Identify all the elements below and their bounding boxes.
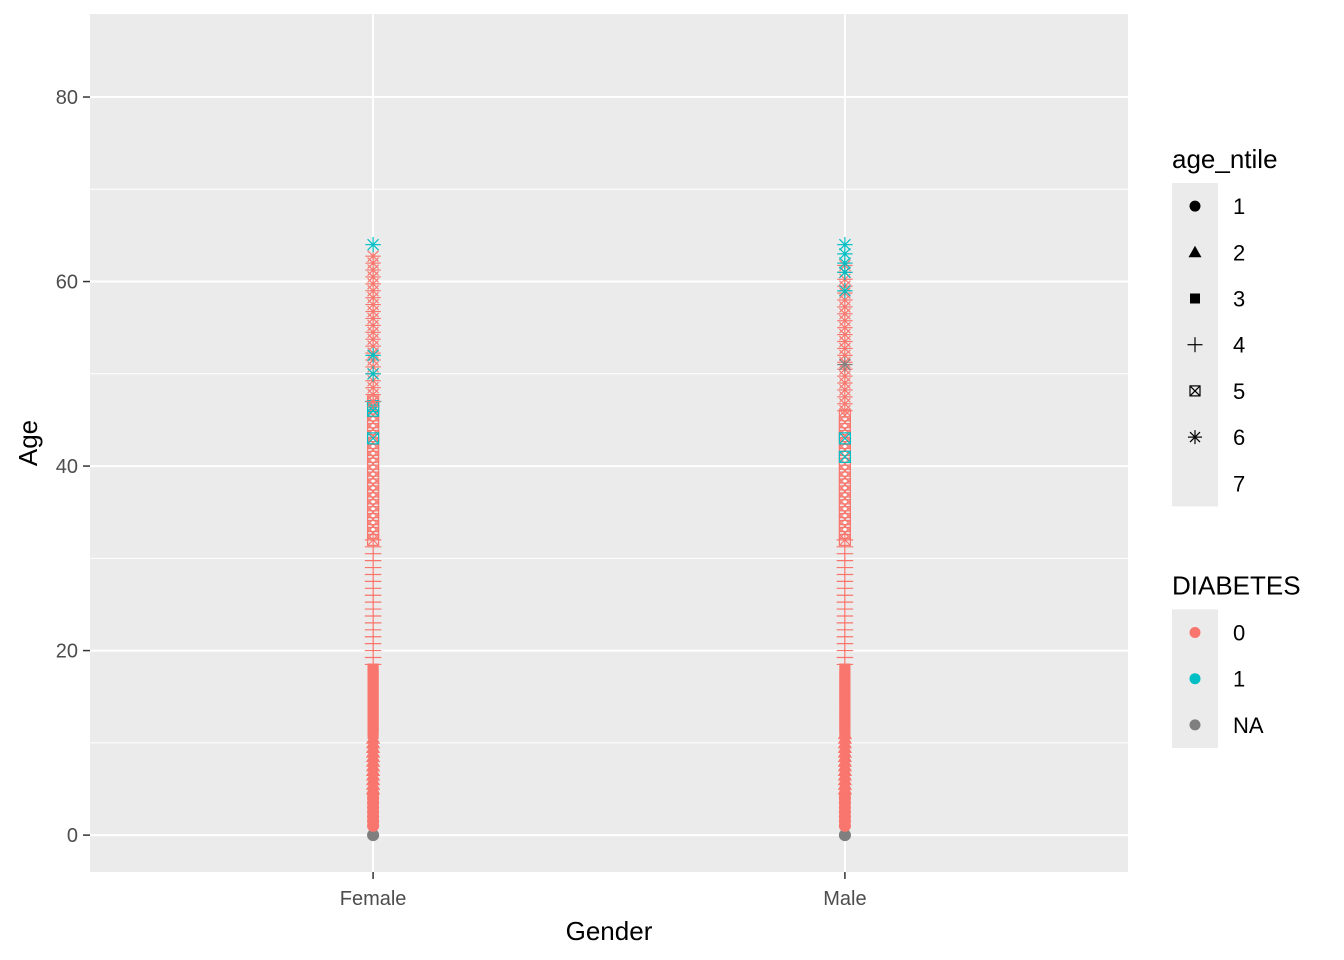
legend-label: 4 xyxy=(1233,333,1245,358)
minor-gridlines xyxy=(90,188,1128,744)
data-point xyxy=(365,366,381,382)
legend-label: 2 xyxy=(1233,240,1245,265)
legend-label: 1 xyxy=(1233,667,1245,692)
data-point xyxy=(837,356,853,373)
legend-key xyxy=(1189,200,1201,212)
legend-key xyxy=(1189,673,1201,685)
legend-label: NA xyxy=(1233,713,1264,738)
y-tick-label: 40 xyxy=(56,456,78,478)
x-axis: Female Male xyxy=(340,872,867,910)
x-tick-label: Female xyxy=(340,888,407,910)
y-axis: 0 20 40 60 80 xyxy=(56,87,90,847)
legend-label: 5 xyxy=(1233,379,1245,404)
data-point xyxy=(365,236,381,253)
x-axis-title: Gender xyxy=(566,916,653,946)
y-tick-label: 80 xyxy=(56,87,78,109)
legend-key xyxy=(1188,245,1202,258)
data-point xyxy=(365,347,381,364)
data-point xyxy=(838,450,852,463)
legend-label: 0 xyxy=(1233,621,1245,646)
data-point xyxy=(838,432,852,445)
legend-title: DIABETES xyxy=(1172,570,1301,600)
legend-label: 3 xyxy=(1233,287,1245,312)
y-axis-title: Age xyxy=(13,420,43,466)
legend-key xyxy=(1188,430,1202,445)
y-tick-label: 0 xyxy=(67,825,78,847)
legend-label: 1 xyxy=(1233,194,1245,219)
plot-panel xyxy=(90,14,1128,872)
data-point xyxy=(837,283,853,299)
legend-key xyxy=(1189,385,1201,397)
legend-label: 6 xyxy=(1233,425,1245,450)
legend-key xyxy=(1190,293,1200,304)
legend-key xyxy=(1189,627,1201,638)
legend-label: 7 xyxy=(1233,471,1245,496)
data-point xyxy=(366,432,380,445)
data-point xyxy=(838,829,851,842)
y-tick-label: 20 xyxy=(56,641,78,663)
y-tick-label: 60 xyxy=(56,272,78,294)
legend-title: age_ntile xyxy=(1172,144,1278,174)
data-point xyxy=(367,829,380,842)
legends: age_ntile 1 2 3 4 5 6 7 DIABETES 0 1 NA xyxy=(1172,144,1301,748)
legend-key xyxy=(1189,719,1201,731)
legend-key xyxy=(1187,337,1203,353)
x-tick-label: Male xyxy=(823,888,866,910)
data-point xyxy=(837,236,853,253)
data-points xyxy=(364,236,854,842)
